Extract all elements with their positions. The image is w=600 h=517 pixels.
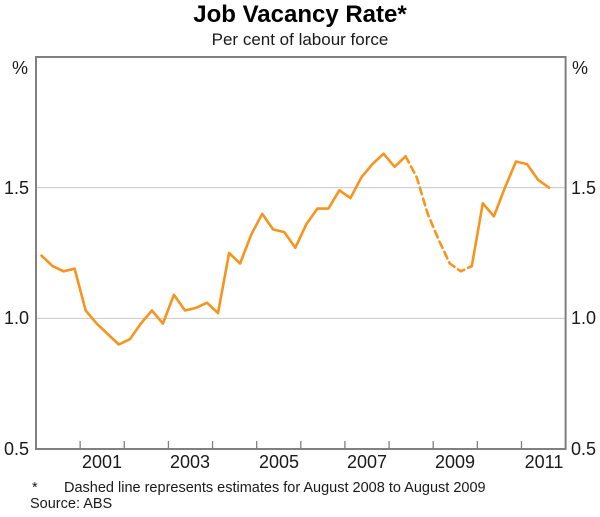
vacancy-line-actual-2000-to-may-2008 — [40, 152, 407, 346]
footnote-text: Dashed line represents estimates for Aug… — [64, 480, 486, 496]
x-axis-label: 2001 — [81, 452, 123, 472]
x-axis-label: 2009 — [434, 452, 476, 472]
x-axis-label: 2003 — [169, 452, 211, 472]
y-axis-label-right: 1.5 — [571, 178, 597, 198]
x-axis-label: 2011 — [524, 452, 564, 472]
chart-subtitle: Per cent of labour force — [211, 30, 389, 49]
chart-title: Job Vacancy Rate* — [193, 1, 407, 28]
y-axis-unit-left: % — [11, 58, 28, 78]
y-axis-unit-right: % — [572, 58, 589, 78]
plot-frame — [35, 56, 567, 450]
vacancy-line-estimates-aug-2008-to-aug-2009 — [404, 155, 474, 273]
y-axis-label-left: 1.0 — [3, 308, 29, 328]
x-axis-label: 2005 — [258, 452, 300, 472]
source-text: Source: ABS — [30, 496, 113, 512]
footnote-marker: * — [32, 480, 38, 496]
vacancy-line-actual-nov-2009-to-aug-2011 — [470, 160, 551, 268]
y-axis-label-right: 1.0 — [571, 308, 597, 328]
y-axis-label-left: 0.5 — [3, 439, 29, 459]
x-axis-label: 2007 — [346, 452, 388, 472]
y-axis-label-left: 1.5 — [3, 178, 29, 198]
y-axis-label-right: 0.5 — [571, 439, 597, 459]
